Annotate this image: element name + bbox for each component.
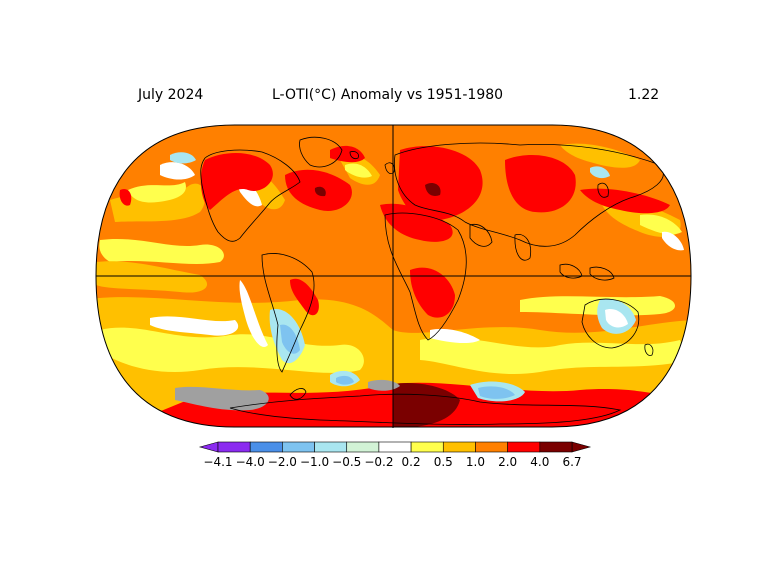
anomaly-patch [96, 261, 208, 293]
map-date: July 2024 [138, 87, 204, 103]
coastline [384, 212, 467, 341]
anomaly-patch [345, 163, 372, 178]
colorbar-tick-label: 1.0 [466, 455, 485, 469]
anomaly-patch [239, 280, 268, 348]
anomaly-patch [330, 145, 365, 163]
colorbar-max-extension [571, 441, 592, 453]
colorbar-tick-label: −4.1 [203, 455, 232, 469]
anomaly-patch [398, 146, 483, 221]
colorbar-tick-label: −1.0 [300, 455, 329, 469]
colorbar-tick-label: −0.2 [364, 455, 393, 469]
anomaly-patch [662, 231, 684, 251]
coastline [229, 393, 622, 425]
map-title: L-OTI(°C) Anomaly vs 1951-1980 [272, 87, 504, 103]
anomaly-patch [119, 188, 132, 206]
colorbar-tick-label: 0.2 [402, 455, 421, 469]
anomaly-patch [505, 155, 576, 213]
colorbar-tick-label: 4.0 [530, 455, 549, 469]
colorbar-bin [475, 441, 508, 453]
coastline [581, 298, 640, 349]
anomaly-patch [160, 162, 195, 180]
colorbar-bin [249, 441, 283, 453]
colorbar-bin [442, 441, 476, 453]
colorbar-tick-label: 0.5 [434, 455, 453, 469]
anomaly-patch [100, 327, 364, 373]
anomaly-patch [314, 186, 326, 197]
anomaly-patch [290, 278, 319, 316]
anomaly-patch [336, 375, 354, 385]
anomaly-patch [430, 328, 480, 344]
colorbar-bin [346, 441, 380, 453]
anomaly-patch [590, 166, 610, 179]
colorbar-bin [539, 441, 573, 453]
coastline [299, 136, 343, 168]
colorbar-bin [217, 441, 251, 453]
colorbar-bin [314, 441, 348, 453]
coastline [469, 223, 493, 247]
anomaly-patch [170, 152, 196, 164]
coastline [644, 343, 654, 356]
anomaly-patch [200, 153, 273, 210]
coastline [393, 142, 664, 247]
colorbar-tick-label: 6.7 [562, 455, 581, 469]
coastline [349, 151, 359, 160]
colorbar-tick-label: −0.5 [332, 455, 361, 469]
coastline [589, 266, 615, 281]
anomaly-patch [478, 386, 515, 399]
coastline [514, 234, 532, 261]
coastline [200, 149, 301, 242]
colorbar-tick-label: 2.0 [498, 455, 517, 469]
anomaly-patch [425, 183, 441, 196]
anomaly-patch [560, 143, 640, 168]
anomaly-patch [128, 182, 186, 203]
anomaly-patch [175, 386, 269, 411]
coastline [597, 182, 609, 198]
colorbar-min-extension [198, 441, 219, 453]
colorbar-bin [410, 441, 444, 453]
anomaly-patch [420, 337, 690, 375]
anomaly-patch [640, 214, 682, 235]
coastline [261, 253, 315, 373]
anomaly-patch [99, 238, 224, 264]
anomaly-patch [368, 379, 400, 391]
colorbar-tick-label: −2.0 [268, 455, 297, 469]
anomaly-patch [150, 316, 239, 336]
coastline [384, 162, 395, 174]
global-mean-value: 1.22 [628, 87, 660, 103]
anomaly-patch [280, 324, 300, 354]
map-boundary [95, 124, 692, 428]
anomaly-patch [605, 309, 628, 328]
anomaly-patch [580, 188, 670, 214]
colorbar-bin [378, 441, 412, 453]
colorbar-tick-label: −4.0 [236, 455, 265, 469]
coastline [289, 388, 307, 400]
anomaly-patch [410, 267, 455, 318]
colorbar-bin [507, 441, 541, 453]
colorbar-bin [282, 441, 315, 453]
coastlines [200, 136, 664, 425]
